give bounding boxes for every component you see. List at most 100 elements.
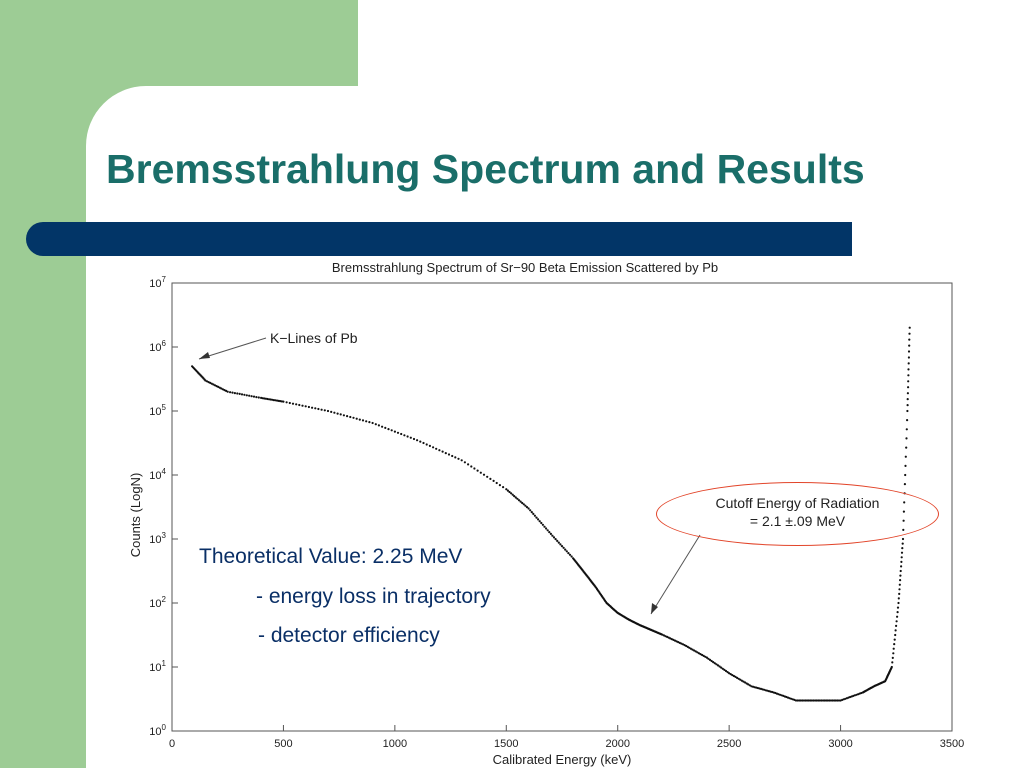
data-point [416, 439, 419, 442]
data-point [825, 699, 828, 702]
data-point [243, 393, 246, 396]
data-point [349, 415, 352, 419]
data-point [543, 525, 546, 528]
data-point [833, 699, 836, 702]
data-point [818, 699, 822, 702]
data-point [495, 481, 498, 485]
data-point [514, 496, 517, 499]
slide-content-area [86, 86, 1024, 768]
data-point [570, 555, 573, 558]
data-point [546, 529, 549, 532]
data-point [506, 489, 509, 492]
data-point [718, 665, 721, 668]
data-point [240, 393, 244, 396]
data-point [739, 678, 742, 681]
data-point [314, 407, 317, 410]
data-point [463, 461, 466, 464]
data-point [834, 699, 837, 702]
data-point [908, 332, 911, 335]
data-point [693, 649, 696, 652]
data-point [562, 546, 565, 549]
data-point [447, 453, 451, 456]
cutoff-highlight-oval [656, 482, 939, 546]
data-point [396, 431, 400, 434]
data-point [685, 644, 688, 648]
data-point [900, 560, 903, 564]
data-point [301, 404, 304, 407]
y-tick-label: 100 [149, 723, 166, 738]
data-point [403, 434, 406, 437]
data-point [533, 514, 537, 517]
data-point [812, 699, 815, 702]
data-point [470, 465, 473, 468]
data-point [822, 699, 825, 702]
detector-efficiency-note: - detector efficiency [258, 624, 440, 647]
data-point [894, 633, 897, 637]
data-point [291, 402, 295, 405]
data-point [894, 629, 897, 632]
data-point [895, 620, 898, 623]
data-point [473, 467, 476, 470]
y-tick-label: 106 [149, 339, 166, 354]
data-point [304, 405, 307, 408]
data-point [529, 509, 532, 512]
x-tick-label: 2500 [717, 738, 741, 750]
data-point [906, 404, 909, 407]
title-underline-bar [26, 222, 852, 256]
data-point [904, 473, 907, 477]
data-point [740, 679, 744, 682]
data-point [908, 326, 911, 329]
data-point [530, 510, 533, 514]
data-point [826, 699, 829, 702]
plot-frame [171, 282, 953, 732]
data-point [564, 548, 567, 551]
data-point [326, 409, 330, 413]
data-point [454, 456, 457, 459]
data-point [438, 449, 441, 452]
data-point [519, 500, 522, 503]
data-point [734, 675, 737, 679]
data-point [451, 454, 454, 458]
data-point [807, 699, 810, 702]
data-point [904, 455, 907, 458]
data-point [282, 400, 285, 403]
data-point [820, 699, 823, 702]
data-point [552, 536, 556, 539]
data-point [371, 421, 374, 425]
data-point [549, 532, 553, 536]
data-point [226, 390, 229, 393]
data-point [713, 662, 716, 665]
data-point [744, 681, 747, 684]
x-axis-ticks: 0 500 1000 1500 2000 2500 3000 3500 [169, 725, 964, 750]
data-point [892, 647, 895, 650]
data-point [907, 386, 910, 389]
y-tick-label: 101 [149, 659, 166, 674]
data-point [513, 495, 516, 498]
data-point [828, 699, 831, 702]
data-point [524, 504, 527, 507]
x-tick-label: 3000 [828, 738, 852, 750]
data-point [908, 338, 911, 341]
data-point [441, 450, 444, 453]
data-point [537, 518, 540, 521]
data-point [899, 574, 902, 577]
data-point [339, 413, 342, 416]
data-point [892, 652, 895, 655]
data-point [498, 484, 501, 487]
data-point [238, 392, 241, 395]
data-point [836, 699, 839, 702]
data-point [245, 394, 248, 397]
data-point [510, 492, 513, 495]
data-point [346, 415, 349, 418]
y-tick-label: 104 [149, 467, 166, 482]
data-point [393, 430, 396, 433]
data-point [476, 469, 479, 472]
data-point [236, 392, 239, 395]
y-tick-label: 107 [149, 275, 166, 290]
data-point [905, 437, 908, 440]
cutoff-arrow [650, 534, 701, 615]
data-point [731, 674, 734, 677]
data-point [532, 512, 535, 516]
data-point [697, 652, 701, 655]
